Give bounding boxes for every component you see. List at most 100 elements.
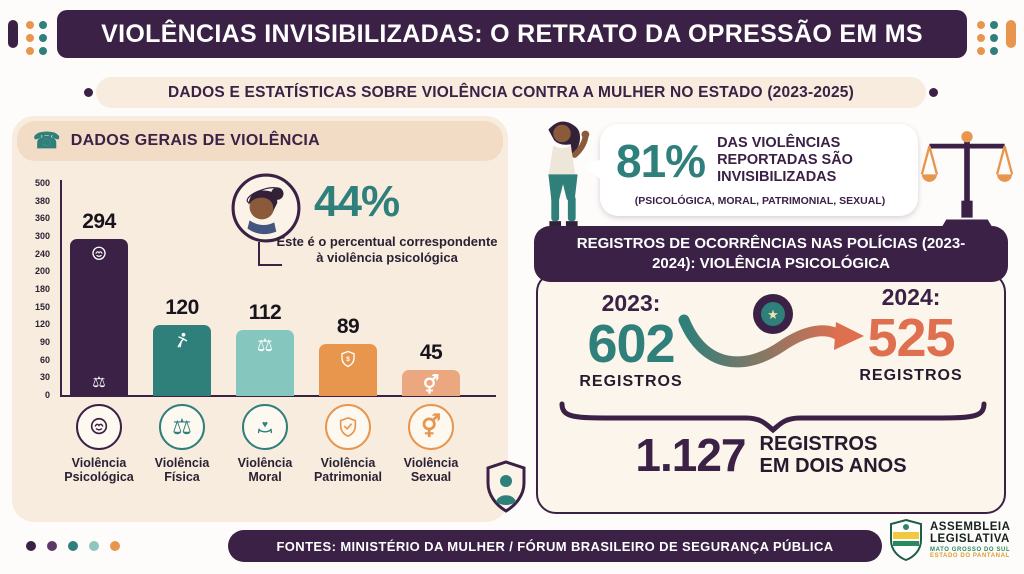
subtitle-left-dot bbox=[84, 88, 93, 97]
category-label: Violência Patrimonial bbox=[313, 456, 383, 485]
y-axis-tick: 240 bbox=[34, 248, 50, 259]
chart-bar: 89 $ bbox=[319, 180, 377, 396]
invisibilized-stat-bubble: 81% DAS VIOLÊNCIAS REPORTADAS SÃO INVISI… bbox=[584, 124, 918, 216]
decor-dot bbox=[977, 47, 985, 55]
sources-bar: FONTES: MINISTÉRIO DA MULHER / FÓRUM BRA… bbox=[228, 530, 882, 562]
bar-value-label: 89 bbox=[336, 314, 360, 338]
scales-icon: ⚖ bbox=[92, 374, 106, 391]
y-axis-tick: 0 bbox=[44, 390, 50, 400]
records-2023-label: REGISTROS bbox=[579, 373, 683, 390]
svg-text:★: ★ bbox=[767, 307, 779, 322]
scales-icon: ⚖ bbox=[159, 404, 205, 450]
callout-connector-line bbox=[258, 242, 282, 266]
shield-dollar-icon: $ bbox=[319, 350, 377, 368]
bars-area: 294 ⚖ 120 112 ⚖ 89 $45 ⚥ bbox=[20, 180, 500, 396]
protection-shield-icon bbox=[484, 460, 528, 514]
bar-value-label: 120 bbox=[165, 296, 199, 320]
y-axis-tick: 500 bbox=[34, 178, 50, 188]
chart-bar: 45 ⚥ bbox=[402, 180, 460, 396]
y-axis-tick: 150 bbox=[34, 301, 50, 312]
gender-icon: ⚥ bbox=[422, 374, 440, 395]
svg-text:$: $ bbox=[346, 355, 350, 362]
category-label: Violência Moral bbox=[237, 456, 293, 485]
corner-dots-right bbox=[977, 21, 998, 55]
head-brain-icon bbox=[70, 245, 128, 263]
value-2024: 525 bbox=[867, 308, 955, 368]
police-records-body: 2023: 602 REGISTROS ★ bbox=[536, 272, 1006, 514]
police-records-title: REGISTROS DE OCORRÊNCIAS NAS POLÍCIAS (2… bbox=[534, 226, 1008, 282]
shield-check-icon bbox=[325, 404, 371, 450]
bar-value-label: 45 bbox=[419, 340, 443, 364]
decor-dot bbox=[89, 541, 99, 551]
decor-dot bbox=[26, 21, 34, 29]
gender-icon: ⚥ bbox=[408, 404, 454, 450]
year-2023-label: 2023: bbox=[601, 290, 661, 316]
hands-heart-icon: ♥ bbox=[242, 404, 288, 450]
y-axis-tick: 200 bbox=[34, 266, 50, 277]
svg-text:♥: ♥ bbox=[262, 419, 268, 430]
logo-shield-icon bbox=[890, 518, 922, 562]
decor-dot bbox=[977, 21, 985, 29]
logo-line1: ASSEMBLEIA bbox=[930, 520, 1011, 533]
bar-value-label: 112 bbox=[248, 301, 282, 325]
page-title: VIOLÊNCIAS INVISIBILIZADAS: O RETRATO DA… bbox=[101, 19, 923, 48]
general-violence-panel: ☎ DADOS GERAIS DE VIOLÊNCIA 0 30 60 90 120 15… bbox=[12, 116, 508, 522]
stat-2023: 2023: 602 REGISTROS bbox=[556, 290, 706, 391]
decor-dot bbox=[990, 47, 998, 55]
category-item: Violência Patrimonial bbox=[306, 404, 390, 485]
value-2023: 602 bbox=[587, 314, 675, 374]
decor-dot bbox=[990, 21, 998, 29]
y-axis-tick: 380 bbox=[34, 195, 50, 206]
chart-bar: 120 bbox=[153, 180, 211, 396]
standing-woman-illustration bbox=[528, 116, 598, 228]
y-axis-tick: 360 bbox=[34, 213, 50, 224]
chart-bar: 112 ⚖ bbox=[236, 180, 294, 396]
woman-profile-illustration bbox=[230, 172, 302, 244]
decor-dot bbox=[26, 34, 34, 42]
total-records-row: 1.127 REGISTROS EM DOIS ANOS bbox=[538, 432, 1004, 478]
records-2024-label: REGISTROS bbox=[859, 367, 963, 384]
decor-dot bbox=[26, 47, 34, 55]
category-label: Violência Física bbox=[154, 456, 210, 485]
y-axis-line bbox=[60, 180, 62, 396]
total-labels: REGISTROS EM DOIS ANOS bbox=[760, 433, 907, 478]
y-axis-tick: 90 bbox=[39, 337, 50, 347]
subtitle-banner: DADOS E ESTATÍSTICAS SOBRE VIOLÊNCIA CON… bbox=[96, 77, 926, 108]
decor-dot bbox=[47, 541, 57, 551]
scales-icon: ⚖ bbox=[256, 335, 274, 356]
logo-line2: LEGISLATIVA bbox=[930, 532, 1010, 545]
y-axis-tick: 180 bbox=[34, 284, 50, 294]
bar-value-label: 294 bbox=[82, 209, 116, 233]
decor-dot bbox=[110, 541, 120, 551]
category-legend-row: Violência Psicológica ⚖ Violência Física ♥ V… bbox=[20, 404, 500, 516]
phone-icon: ☎ bbox=[33, 128, 61, 153]
police-badge-arrow-illustration: ★ bbox=[678, 286, 878, 386]
right-edge-decor-bar bbox=[1006, 20, 1016, 48]
subtitle-text: DADOS E ESTATÍSTICAS SOBRE VIOLÊNCIA CON… bbox=[168, 83, 854, 101]
psychological-percent: 44% bbox=[314, 177, 400, 226]
stat-2024: 2024: 525 REGISTROS bbox=[836, 284, 986, 385]
corner-dots-left bbox=[26, 21, 47, 55]
panel-title: DADOS GERAIS DE VIOLÊNCIA bbox=[70, 132, 321, 149]
total-label-line1: REGISTROS bbox=[759, 432, 878, 455]
y-axis-tick: 300 bbox=[34, 231, 50, 241]
brace-decoration bbox=[556, 400, 990, 434]
decor-dot bbox=[39, 21, 47, 29]
decor-dot bbox=[39, 47, 47, 55]
scales-of-justice-icon bbox=[920, 124, 1014, 236]
decor-dot bbox=[990, 34, 998, 42]
violence-bar-chart: 0 30 60 90 120 150 180 200 240 300 360 380 500 294 ⚖ 1… bbox=[20, 178, 500, 400]
logo-line3: MATO GROSSO DO SUL bbox=[930, 546, 1011, 553]
category-label: Violência Sexual bbox=[403, 456, 459, 485]
police-records-panel: REGISTROS DE OCORRÊNCIAS NAS POLÍCIAS (2… bbox=[534, 226, 1008, 514]
decor-dot bbox=[68, 541, 78, 551]
decor-dot bbox=[977, 34, 985, 42]
subtitle-right-dot bbox=[929, 88, 938, 97]
bar-fill: $ bbox=[319, 343, 377, 396]
psychological-percent-caption: Este é o percentual correspondente à vio… bbox=[276, 234, 498, 266]
invisibilized-subtext: (PSICOLÓGICA, MORAL, PATRIMONIAL, SEXUAL… bbox=[634, 195, 886, 208]
y-axis: 0 30 60 90 120 150 180 200 240 300 360 380 500 bbox=[20, 178, 54, 400]
decor-dot bbox=[39, 34, 47, 42]
panel-header: ☎ DADOS GERAIS DE VIOLÊNCIA bbox=[17, 121, 503, 161]
